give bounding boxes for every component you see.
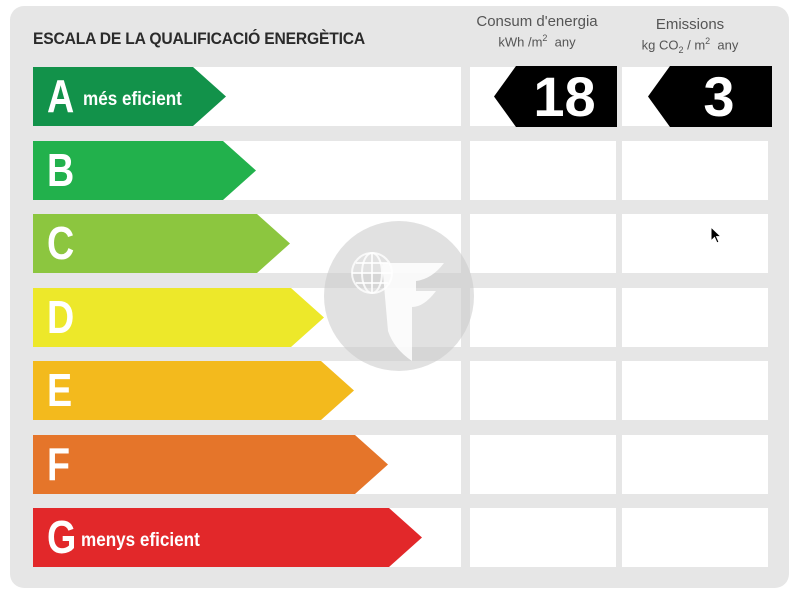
emissions-value: 3 bbox=[703, 65, 735, 128]
emissions-column-title: Emissions bbox=[655, 16, 725, 33]
rating-letter: B bbox=[47, 144, 75, 196]
watermark-logo bbox=[324, 221, 474, 371]
rating-letter: F bbox=[47, 438, 71, 490]
energy-column-unit: kWh /m2 any bbox=[498, 33, 576, 50]
energy-cell bbox=[470, 214, 616, 273]
energy-column-header: Consum d'energia kWh /m2 any bbox=[462, 12, 612, 51]
emissions-cell bbox=[622, 435, 768, 494]
rating-arrow-d: D bbox=[33, 288, 324, 347]
rating-arrow-e: E bbox=[33, 361, 354, 420]
energy-cell bbox=[470, 435, 616, 494]
rating-letter: E bbox=[47, 364, 73, 416]
mouse-cursor-icon bbox=[710, 226, 723, 244]
energy-cell bbox=[470, 141, 616, 200]
energy-cell bbox=[470, 361, 616, 420]
emissions-cell bbox=[622, 141, 768, 200]
energy-value-tag: 18 bbox=[494, 66, 617, 127]
rating-arrow-b: B bbox=[33, 141, 256, 200]
rating-letter: C bbox=[47, 217, 75, 269]
rating-arrow-c: C bbox=[33, 214, 290, 273]
rating-letter: D bbox=[47, 291, 75, 343]
rating-caption: més eficient bbox=[83, 89, 182, 110]
emissions-column-unit: kg CO2 / m2 any bbox=[641, 36, 739, 56]
emissions-cell bbox=[622, 214, 768, 273]
emissions-column-header: Emissions kg CO2 / m2 any bbox=[615, 15, 765, 56]
emissions-cell bbox=[622, 361, 768, 420]
energy-value: 18 bbox=[533, 65, 596, 128]
watermark-f-icon bbox=[351, 252, 444, 361]
rating-letter: G bbox=[47, 511, 77, 563]
emissions-cell bbox=[622, 508, 768, 567]
rating-letter: A bbox=[47, 70, 75, 122]
emissions-value-tag: 3 bbox=[648, 66, 772, 127]
rating-caption: menys eficient bbox=[81, 530, 200, 551]
energy-cell bbox=[470, 288, 616, 347]
label-title: ESCALA DE LA QUALIFICACIÓ ENERGÈTICA bbox=[33, 29, 365, 48]
energy-cell bbox=[470, 508, 616, 567]
emissions-cell bbox=[622, 288, 768, 347]
energy-column-title: Consum d'energia bbox=[476, 13, 598, 30]
rating-arrow-f: F bbox=[33, 435, 388, 494]
